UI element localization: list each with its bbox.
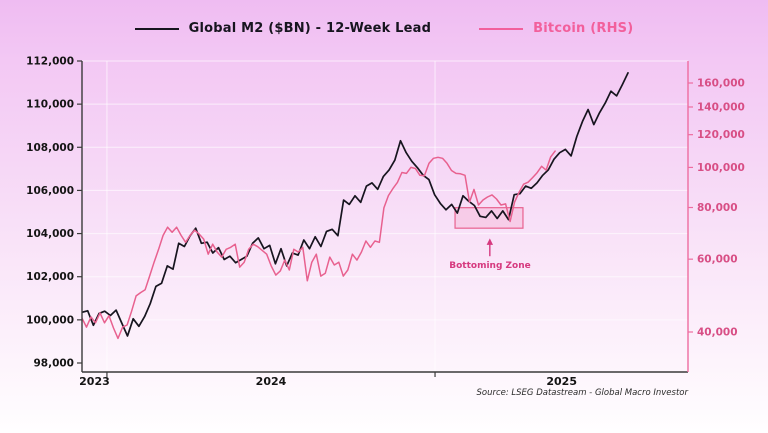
- m2-line: [82, 72, 629, 337]
- data-series: [82, 72, 629, 340]
- left-axis-label: 106,000: [26, 185, 74, 197]
- left-axis-label: 108,000: [26, 142, 74, 154]
- left-axis-label: 102,000: [26, 271, 74, 283]
- right-axis-label: 80,000: [697, 202, 738, 214]
- left-axis-label: 100,000: [26, 314, 74, 326]
- left-axis-label: 112,000: [26, 56, 74, 68]
- right-axis-label: 120,000: [697, 129, 745, 141]
- left-axis-label: 110,000: [26, 99, 74, 111]
- legend-label-bitcoin: Bitcoin (RHS): [533, 21, 634, 36]
- source-attribution: Source: LSEG Datastream - Global Macro I…: [476, 388, 688, 398]
- left-axis-label: 104,000: [26, 228, 74, 240]
- right-axis-label: 40,000: [697, 327, 738, 339]
- bottoming-zone-rect: [454, 207, 524, 229]
- left-axis-label: 98,000: [33, 358, 74, 370]
- bitcoin-line: [82, 150, 556, 340]
- right-axis-label: 140,000: [697, 101, 745, 113]
- gridlines: [82, 60, 688, 371]
- right-axis-label: 160,000: [697, 78, 745, 90]
- bottoming-zone-box: [454, 207, 524, 229]
- axes: 98,000 100,000 102,000 104,000 106,000 108,00…: [26, 56, 745, 389]
- bitcoin-line-swatch-icon: [479, 27, 524, 30]
- right-axis-label: 100,000: [697, 162, 745, 174]
- bottoming-zone-label: Bottoming Zone: [449, 261, 531, 271]
- bottoming-zone-arrow-icon: [486, 238, 494, 257]
- x-axis-year-label: 2024: [256, 375, 287, 388]
- x-axis-year-label: 2023: [79, 375, 110, 388]
- arrow-head: [486, 238, 494, 245]
- right-axis-label: 60,000: [697, 254, 738, 266]
- legend-label-m2: Global M2 ($BN) - 12-Week Lead: [188, 21, 432, 36]
- chart-legend: Global M2 ($BN) - 12-Week Lead Bitcoin (…: [0, 21, 768, 36]
- legend-item-m2: Global M2 ($BN) - 12-Week Lead: [134, 21, 432, 36]
- x-axis-year-label: 2025: [546, 375, 577, 388]
- legend-item-bitcoin: Bitcoin (RHS): [479, 21, 633, 36]
- m2-line-swatch-icon: [134, 27, 179, 30]
